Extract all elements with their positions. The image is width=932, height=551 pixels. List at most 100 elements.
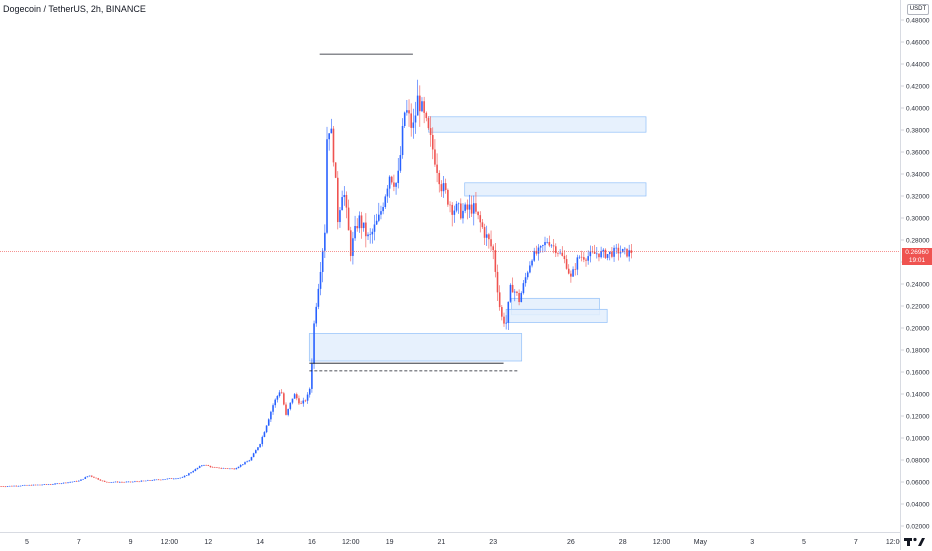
candle-body [602,249,605,252]
price-tick-label: 0.48000 [906,17,930,24]
time-tick-label: 7 [77,539,81,546]
candle-body [496,271,499,293]
tradingview-logo-icon[interactable] [903,535,929,548]
candle-body [505,322,507,324]
candle-body [71,481,74,483]
candle-body [531,260,533,266]
candle-body [431,134,434,150]
candle-body [106,481,108,483]
time-tick-label: 12 [204,539,212,546]
candle-body [149,480,151,481]
candle-body [328,133,330,140]
candle-body [455,203,458,211]
candle-body [194,469,197,472]
candle-body [434,149,436,165]
candle-body [563,255,566,260]
candle-body [412,122,415,128]
price-chart[interactable] [0,0,900,532]
candle-body [78,480,80,482]
candle-body [160,479,162,481]
price-tick-label: 0.06000 [906,479,930,486]
candle-body [218,467,220,469]
symbol-title: Dogecoin / TetherUS, 2h, BINANCE [3,4,146,14]
candle-body [481,222,484,228]
candle-body [136,481,138,483]
candle-body [315,306,318,324]
candle-body [472,203,475,214]
candle-body [231,468,233,470]
candle-body [464,204,466,211]
candle-body [347,207,350,231]
candle-body [69,482,71,483]
candle-body [542,245,544,247]
candle-body [425,112,428,119]
last-price-badge: 0.26960 19:01 [902,248,932,265]
zone-layer [308,116,647,362]
candle-body [624,248,626,250]
candle-body [220,468,223,469]
candle-body [479,215,482,223]
candle-body [289,402,292,409]
candle-body [518,293,520,303]
candle-body [119,482,121,483]
candle-body [628,250,630,257]
candle-body [6,486,9,487]
candle-body [125,481,128,483]
candle-body [162,479,164,481]
candle-body [593,251,596,254]
candle-body [121,482,123,483]
price-axis[interactable]: 0.48000 0.46000 0.44000 0.42000 0.40000 0.380… [900,0,932,550]
candle-body [615,247,618,249]
time-axis[interactable]: 5 7 9 12:00 12 14 16 12:00 19 21 23 26 28 12:00 May 3 5 7… [0,532,900,551]
candle-body [155,479,158,481]
price-tick-label: 0.12000 [906,413,930,420]
candle-body [447,189,449,205]
candle-body [88,475,91,477]
demand-supply-zone [505,308,608,323]
candle-body [99,479,102,481]
candle-body [179,477,182,479]
price-axis-ticks: 0.48000 0.46000 0.44000 0.42000 0.40000 0.380… [901,17,930,530]
price-tick-label: 0.04000 [906,501,930,508]
candle-body [213,467,216,468]
candle-body [457,203,460,205]
candle-body [438,172,441,185]
candle-body [483,227,486,238]
candle-body [103,480,106,482]
candle-body [630,250,633,254]
candle-body [60,483,63,484]
currency-label[interactable]: USDT [907,4,929,15]
candle-body [429,128,432,135]
candle-body [73,481,76,482]
candle-body [522,283,525,293]
candle-body [319,271,322,289]
candle-body [604,249,607,258]
candle-body [237,466,240,469]
price-tick-label: 0.44000 [906,61,930,68]
candle-body [537,247,540,254]
candle-body [43,484,46,485]
time-tick-label: May [694,539,708,546]
demand-supply-zone [464,182,647,197]
candle-body [574,269,577,270]
candle-body [164,479,166,480]
candle-body [274,399,277,406]
price-tick-label: 0.36000 [906,149,930,156]
candle-body [172,478,175,480]
candle-body [414,115,417,123]
candle-body [97,478,100,480]
candle-body [611,251,613,257]
candle-body [207,465,210,466]
candle-body [626,248,628,257]
candle-body [45,484,48,485]
candle-body [183,475,186,478]
candle-body [399,155,402,171]
candle-body [190,472,192,474]
candle-body [304,400,307,402]
candle-body [110,482,112,483]
candle-body [127,481,130,483]
time-tick-label: 3 [750,539,754,546]
candle-body [138,481,141,483]
candle-body [475,203,477,212]
